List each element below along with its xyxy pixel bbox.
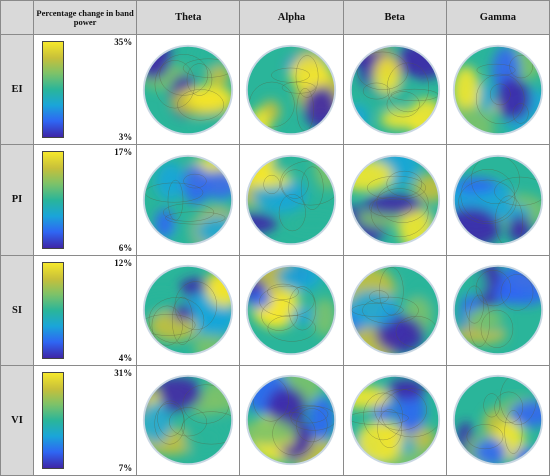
topomap-cell [342, 33, 447, 146]
row-vi: VI 31% 7% [0, 364, 550, 476]
topomap-pi-gamma [452, 154, 543, 245]
row-label-vi: VI [0, 364, 34, 476]
colorbar-max-label: 12% [114, 257, 133, 268]
topomap-si-theta [143, 265, 234, 356]
topomap-ei-gamma [452, 44, 543, 135]
topomap-cell [136, 144, 241, 256]
topomap-cell [445, 144, 550, 256]
topomap-cell [136, 364, 241, 476]
topomap-cell [342, 254, 447, 366]
topomap-cell [239, 33, 344, 146]
topomap-cell [136, 33, 241, 146]
topomap-cell [342, 364, 447, 476]
topomap-cell [445, 33, 550, 146]
topomap-cell [342, 144, 447, 256]
colorbar-cell-si: 12% 4% [32, 254, 138, 366]
colorbar [42, 41, 64, 139]
topomap-pi-theta [143, 154, 234, 245]
colorbar-cell-ei: 35% 3% [32, 33, 138, 146]
row-si: SI 12% 4% [0, 254, 550, 366]
topomap-vi-theta [143, 375, 234, 466]
topomap-vi-alpha [246, 375, 337, 466]
colorbar-min-label: 3% [118, 132, 133, 143]
row-label-si: SI [0, 254, 34, 366]
colorbar-max-label: 35% [114, 37, 133, 47]
column-header-gamma: Gamma [445, 0, 550, 35]
topomap-vi-gamma [452, 375, 543, 466]
colorbar-min-label: 7% [118, 463, 133, 473]
topomap-cell [239, 364, 344, 476]
colorbar-max-label: 17% [114, 147, 133, 158]
row-label-ei: EI [0, 33, 34, 146]
colorbar-cell-pi: 17% 6% [32, 144, 138, 256]
column-header-beta: Beta [342, 0, 447, 35]
row-label-pi: PI [0, 144, 34, 256]
topomap-cell [445, 254, 550, 366]
topomap-cell [445, 364, 550, 476]
colorbar-max-label: 31% [114, 367, 133, 378]
blank-corner-cell [0, 0, 34, 35]
row-pi: PI 17% 6% [0, 144, 550, 256]
topomap-pi-beta [349, 154, 440, 245]
column-header-theta: Theta [136, 0, 241, 35]
topomap-cell [239, 254, 344, 366]
column-header-alpha: Alpha [239, 0, 344, 35]
row-ei: EI 35% 3% [0, 33, 550, 146]
colorbar-header: Percentage change in band power [32, 0, 138, 35]
topomap-ei-alpha [246, 44, 337, 135]
topomap-vi-beta [349, 375, 440, 466]
topomap-si-alpha [246, 265, 337, 356]
colorbar-cell-vi: 31% 7% [32, 364, 138, 476]
topomap-ei-theta [143, 44, 234, 135]
colorbar-min-label: 4% [118, 352, 133, 363]
topomap-si-gamma [452, 265, 543, 356]
colorbar [42, 371, 64, 469]
topomap-pi-alpha [246, 154, 337, 245]
topomap-si-beta [349, 265, 440, 356]
colorbar [42, 261, 64, 359]
topomap-cell [136, 254, 241, 366]
colorbar [42, 151, 64, 249]
header-row: Percentage change in band power Theta Al… [0, 0, 550, 35]
topomap-ei-beta [349, 44, 440, 135]
topomap-cell [239, 144, 344, 256]
colorbar-min-label: 6% [118, 242, 133, 253]
